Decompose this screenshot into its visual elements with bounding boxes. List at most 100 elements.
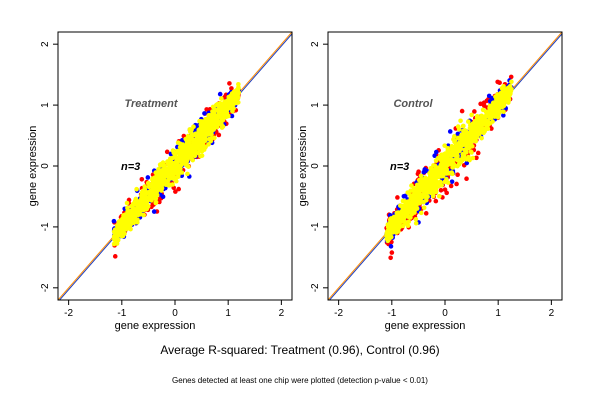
- point: [405, 190, 410, 195]
- point: [203, 132, 209, 138]
- point: [431, 174, 436, 180]
- point: [423, 211, 429, 216]
- point: [217, 105, 222, 110]
- point: [501, 84, 506, 89]
- point: [167, 170, 173, 176]
- x-tick-label: 0: [172, 308, 178, 319]
- point: [486, 93, 492, 99]
- point: [160, 160, 166, 165]
- point: [495, 79, 500, 85]
- x-tick-label: 1: [225, 308, 231, 319]
- point: [131, 202, 136, 208]
- point: [439, 167, 445, 173]
- point: [442, 157, 448, 163]
- point: [454, 181, 459, 187]
- point: [433, 158, 439, 163]
- point: [483, 122, 489, 128]
- point: [395, 226, 400, 232]
- point: [471, 138, 476, 143]
- point: [139, 176, 145, 182]
- point: [190, 151, 196, 156]
- panel-0: -2 -1 0 1 2 -2 -1 0 1 2 gene expression gene expres…: [27, 31, 293, 332]
- point: [496, 104, 502, 110]
- point: [453, 156, 459, 162]
- point: [142, 184, 147, 189]
- point: [508, 74, 514, 80]
- y-tick-label: -2: [40, 283, 51, 292]
- point: [466, 119, 471, 124]
- point: [460, 151, 466, 157]
- point: [151, 209, 157, 214]
- x-tick-label: -1: [387, 308, 396, 319]
- x-tick-label: 2: [549, 308, 555, 319]
- point: [484, 118, 490, 124]
- n-label: n=3: [390, 161, 409, 173]
- point: [197, 118, 202, 124]
- x-tick-label: -1: [117, 308, 126, 319]
- point: [113, 232, 119, 238]
- x-tick-label: 1: [495, 308, 501, 319]
- x-tick-label: 2: [279, 308, 285, 319]
- point: [445, 150, 451, 156]
- point: [405, 202, 411, 208]
- point: [114, 241, 120, 246]
- y-axis-label: gene expression: [27, 126, 39, 207]
- point: [472, 109, 477, 114]
- point: [153, 199, 159, 205]
- point: [141, 206, 146, 212]
- point: [409, 195, 415, 201]
- point: [488, 104, 493, 110]
- point: [449, 179, 455, 184]
- point: [166, 161, 171, 167]
- caption-main: Average R-squared: Treatment (0.96), Con…: [160, 343, 440, 357]
- point: [202, 111, 207, 116]
- point: [390, 216, 396, 222]
- point: [416, 200, 422, 205]
- point: [174, 156, 180, 162]
- point: [464, 137, 469, 143]
- point: [448, 183, 454, 189]
- point: [433, 198, 439, 204]
- point: [416, 177, 422, 183]
- point: [505, 87, 511, 92]
- point: [432, 153, 437, 158]
- point: [458, 118, 463, 124]
- point: [228, 93, 234, 98]
- point: [450, 152, 456, 157]
- point: [506, 93, 512, 98]
- point: [469, 143, 475, 149]
- point: [133, 209, 138, 214]
- point: [128, 226, 133, 232]
- point: [194, 133, 200, 139]
- point: [425, 194, 430, 200]
- point: [389, 220, 395, 225]
- point: [213, 108, 218, 114]
- point: [457, 142, 462, 148]
- point: [420, 177, 425, 183]
- x-tick-label: -2: [64, 308, 73, 319]
- point: [189, 134, 194, 139]
- point: [159, 167, 165, 173]
- point: [415, 184, 420, 189]
- point: [452, 144, 458, 150]
- point: [460, 135, 466, 141]
- point: [406, 219, 412, 224]
- point: [401, 194, 407, 199]
- point: [455, 132, 461, 137]
- series-2: [111, 82, 242, 247]
- point: [180, 149, 186, 155]
- point: [389, 250, 395, 255]
- point: [478, 101, 483, 107]
- point: [112, 227, 118, 232]
- point: [212, 135, 217, 141]
- point: [157, 175, 162, 180]
- point: [479, 113, 484, 119]
- point: [418, 210, 424, 216]
- point: [211, 127, 217, 132]
- point: [389, 234, 394, 240]
- point: [144, 200, 149, 206]
- point: [388, 255, 393, 261]
- point: [421, 169, 427, 175]
- point: [409, 208, 414, 213]
- point: [145, 175, 151, 180]
